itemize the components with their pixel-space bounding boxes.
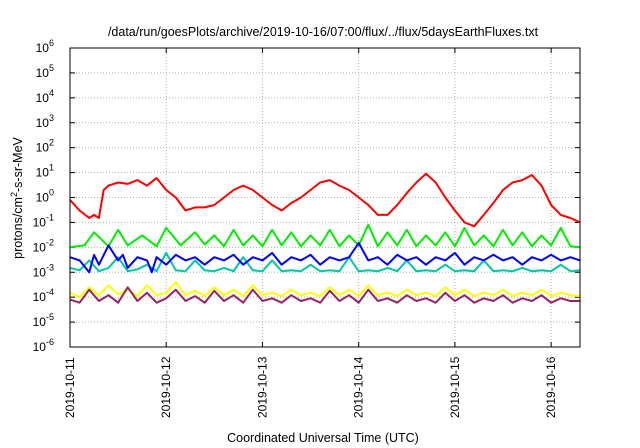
y-axis-label-rest: -s-sr-MeV xyxy=(11,136,25,192)
y-tick-label: 10-3 xyxy=(33,262,54,279)
y-tick-label: 103 xyxy=(36,113,54,130)
y-grid xyxy=(70,47,580,348)
y-tick-base: 10 xyxy=(36,166,50,180)
y-tick-label: 106 xyxy=(36,38,54,55)
y-tick-exponent: 6 xyxy=(49,38,54,48)
y-tick-base: 10 xyxy=(33,265,47,279)
series-line-5 xyxy=(69,281,581,299)
y-tick-base: 10 xyxy=(36,66,50,80)
y-tick-label: 101 xyxy=(36,163,54,180)
series-line-3 xyxy=(69,251,581,273)
y-tick-exponent: -6 xyxy=(46,337,54,347)
y-tick-exponent: 0 xyxy=(49,188,54,198)
y-axis-label-base: protons/cm xyxy=(11,197,25,259)
y-tick-exponent: 3 xyxy=(49,113,54,123)
y-tick-exponent: -4 xyxy=(46,287,54,297)
y-tick-label: 105 xyxy=(36,63,54,80)
y-tick-label: 10-1 xyxy=(33,212,54,229)
chart-title: /data/run/goesPlots/archive/2019-10-16/0… xyxy=(108,25,539,39)
y-axis-label-sup: 2 xyxy=(9,192,19,197)
y-tick-exponent: -1 xyxy=(46,212,54,222)
y-tick-label: 10-4 xyxy=(33,287,54,304)
y-tick-label: 10-6 xyxy=(33,337,54,354)
y-tick-base: 10 xyxy=(33,290,47,304)
y-tick-label: 10-5 xyxy=(33,312,54,329)
y-tick-label: 100 xyxy=(36,188,54,205)
series-line-4 xyxy=(69,241,581,274)
y-axis-label: protons/cm2-s-sr-MeV xyxy=(9,136,25,258)
x-tick-label: 2019-10-15 xyxy=(448,356,462,418)
y-tick-base: 10 xyxy=(36,141,50,155)
y-tick-base: 10 xyxy=(33,340,47,354)
y-tick-base: 10 xyxy=(36,41,50,55)
x-tick-labels: 2019-10-11 2019-10-12 2019-10-13 2019-10-14… xyxy=(63,356,558,418)
series-line-6 xyxy=(69,286,580,304)
y-tick-base: 10 xyxy=(36,116,50,130)
plot-frame xyxy=(69,47,581,348)
y-tick-exponent: 4 xyxy=(49,88,54,98)
y-tick-exponent: -3 xyxy=(46,262,54,272)
series-line-1 xyxy=(69,172,581,228)
y-tick-labels: 10-610-510-410-310-210-11001011021031041… xyxy=(33,38,54,354)
x-tick-label: 2019-10-14 xyxy=(352,356,366,418)
x-tick-label: 2019-10-13 xyxy=(255,356,269,418)
x-tick-label: 2019-10-12 xyxy=(159,356,173,418)
y-tick-exponent: 1 xyxy=(49,163,54,173)
y-tick-exponent: -2 xyxy=(46,237,54,247)
y-tick-exponent: 2 xyxy=(49,138,54,148)
y-tick-label: 10-2 xyxy=(33,237,54,254)
y-tick-base: 10 xyxy=(33,315,47,329)
x-axis-label: Coordinated Universal Time (UTC) xyxy=(227,431,419,445)
y-tick-label: 104 xyxy=(36,88,54,105)
y-tick-exponent: -5 xyxy=(46,312,54,322)
y-tick-exponent: 5 xyxy=(49,63,54,73)
x-tick-label: 2019-10-16 xyxy=(544,356,558,418)
series-line-2 xyxy=(69,223,581,249)
y-tick-base: 10 xyxy=(36,91,50,105)
y-tick-base: 10 xyxy=(33,215,47,229)
y-tick-label: 102 xyxy=(36,138,54,155)
x-tick-label: 2019-10-11 xyxy=(63,357,77,418)
series-lines xyxy=(69,172,581,304)
y-tick-base: 10 xyxy=(33,240,47,254)
y-tick-base: 10 xyxy=(36,191,50,205)
